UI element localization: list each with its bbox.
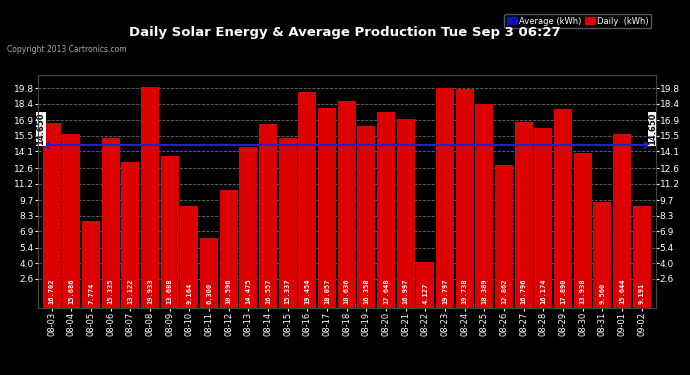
Text: 18.389: 18.389	[482, 279, 487, 304]
Bar	[633, 206, 651, 308]
Bar	[161, 156, 179, 308]
Text: 15.644: 15.644	[619, 279, 625, 304]
Bar	[259, 124, 277, 308]
Text: 19.797: 19.797	[442, 279, 448, 304]
Text: 12.862: 12.862	[501, 279, 507, 304]
Text: 13.122: 13.122	[128, 279, 133, 304]
Bar	[200, 238, 218, 308]
Bar	[43, 123, 61, 308]
Text: 9.560: 9.560	[600, 283, 605, 304]
Bar	[436, 88, 454, 308]
Bar	[337, 101, 356, 308]
Bar	[495, 165, 513, 308]
Text: 16.702: 16.702	[49, 279, 55, 304]
Text: 18.636: 18.636	[344, 279, 350, 304]
Bar	[239, 147, 257, 308]
Bar	[573, 153, 592, 308]
Text: 19.933: 19.933	[147, 279, 153, 304]
Bar	[82, 221, 100, 308]
Legend: Average (kWh), Daily  (kWh): Average (kWh), Daily (kWh)	[504, 14, 651, 28]
Text: 17.890: 17.890	[560, 279, 566, 304]
Bar	[455, 89, 474, 308]
Bar	[279, 138, 297, 308]
Text: 16.557: 16.557	[265, 279, 271, 304]
Text: 14.475: 14.475	[246, 279, 251, 304]
Text: 16.174: 16.174	[540, 279, 546, 304]
Bar	[298, 92, 317, 308]
Bar	[397, 119, 415, 308]
Text: 14.650: 14.650	[37, 113, 46, 145]
Bar	[515, 122, 533, 308]
Bar	[121, 162, 139, 308]
Text: 16.997: 16.997	[403, 279, 408, 304]
Bar	[475, 104, 493, 308]
Bar	[219, 190, 238, 308]
Bar	[593, 202, 611, 308]
Text: 4.127: 4.127	[422, 283, 428, 304]
Bar	[318, 108, 336, 307]
Text: Copyright 2013 Cartronics.com: Copyright 2013 Cartronics.com	[7, 45, 126, 54]
Bar	[534, 128, 553, 308]
Bar	[377, 112, 395, 308]
Text: 18.057: 18.057	[324, 279, 330, 304]
Text: 9.164: 9.164	[186, 283, 193, 304]
Text: 10.596: 10.596	[226, 279, 232, 304]
Text: 17.648: 17.648	[383, 279, 389, 304]
Text: 15.686: 15.686	[68, 279, 75, 304]
Bar	[141, 87, 159, 308]
Text: 6.300: 6.300	[206, 283, 212, 304]
Text: 16.796: 16.796	[521, 279, 526, 304]
Bar	[62, 134, 81, 308]
Text: 13.938: 13.938	[580, 279, 586, 304]
Text: 16.358: 16.358	[364, 279, 369, 304]
Text: 13.688: 13.688	[167, 279, 172, 304]
Text: 9.191: 9.191	[639, 283, 644, 304]
Bar	[554, 110, 572, 308]
Bar	[101, 138, 120, 308]
Bar	[613, 134, 631, 308]
Text: 14.650: 14.650	[648, 113, 657, 145]
Text: 19.454: 19.454	[304, 279, 310, 304]
Text: 19.738: 19.738	[462, 279, 468, 304]
Bar	[357, 126, 375, 308]
Bar	[416, 262, 435, 308]
Text: 15.335: 15.335	[108, 279, 114, 304]
Text: Daily Solar Energy & Average Production Tue Sep 3 06:27: Daily Solar Energy & Average Production …	[129, 26, 561, 39]
Bar	[180, 206, 199, 308]
Text: 15.337: 15.337	[285, 279, 290, 304]
Text: 7.774: 7.774	[88, 283, 94, 304]
